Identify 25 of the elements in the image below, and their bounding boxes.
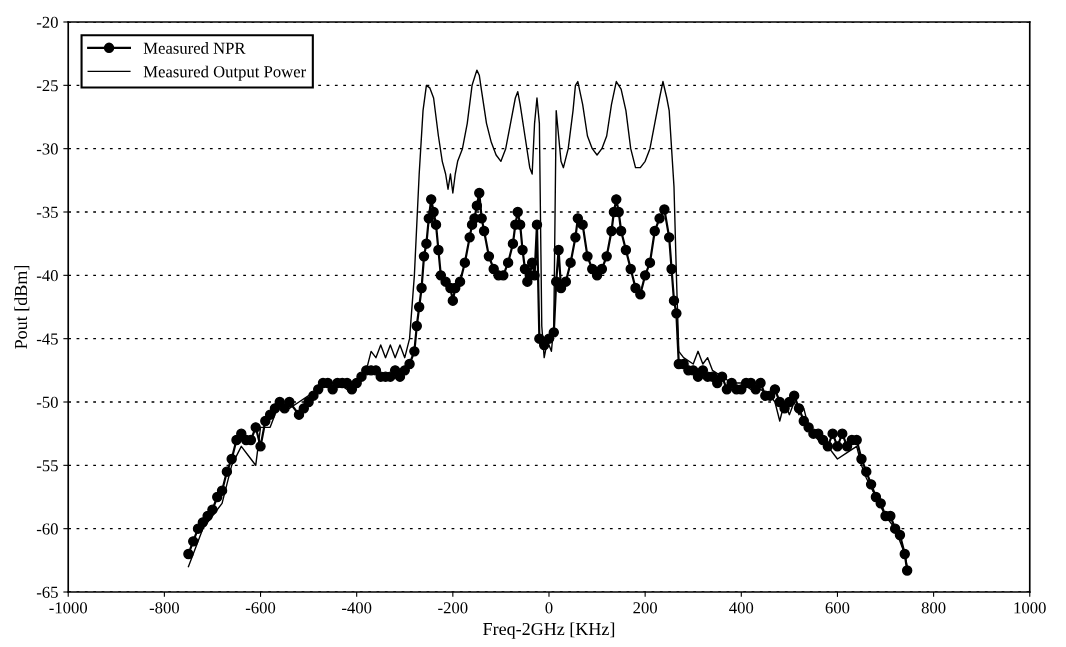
y-tick-label: -55 [36, 460, 58, 472]
x-axis-title: Freq-2GHz [KHz] [483, 622, 615, 639]
x-tick-label: -800 [149, 602, 180, 614]
y-tick-label: -45 [36, 333, 58, 345]
x-tick-label: 400 [729, 602, 754, 614]
y-tick-label: -40 [36, 270, 58, 282]
x-tick-label: -1000 [49, 602, 88, 614]
y-tick-label: -30 [36, 143, 58, 155]
y-tick-label: -65 [36, 586, 58, 598]
x-tick-label: 0 [545, 602, 553, 614]
x-tick-label: 800 [921, 602, 946, 614]
y-tick-label: -35 [36, 206, 58, 218]
x-tick-label: -200 [438, 602, 468, 614]
legend-label: Measured NPR [143, 42, 246, 54]
x-tick-label: 600 [825, 602, 850, 614]
x-tick-label: -600 [245, 602, 276, 614]
y-axis-title: Pout [dBm] [14, 265, 30, 349]
legend-label: Measured Output Power [143, 65, 307, 81]
y-tick-label: -25 [36, 80, 58, 92]
y-tick-label: -50 [36, 396, 58, 408]
x-tick-label: 200 [633, 602, 658, 614]
x-tick-label: 1000 [1014, 602, 1046, 614]
x-tick-label: -400 [342, 602, 372, 614]
y-tick-label: -20 [36, 16, 58, 28]
y-tick-label: -60 [36, 523, 58, 535]
